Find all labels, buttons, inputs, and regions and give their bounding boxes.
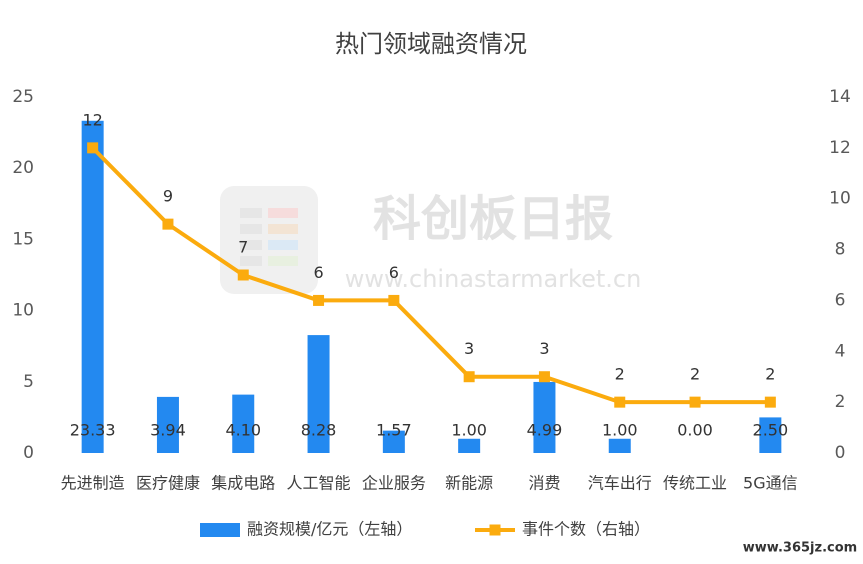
bar-value-label: 8.28	[301, 421, 337, 440]
y2-tick-label: 10	[829, 189, 851, 209]
y2-tick-label: 0	[835, 443, 846, 463]
watermark-url: www.chinastarmarket.cn	[345, 265, 642, 293]
bar-value-label: 2.50	[753, 421, 789, 440]
line-value-label: 2	[765, 365, 775, 384]
y-tick-label: 0	[23, 443, 34, 463]
line-marker	[689, 396, 701, 408]
bar	[307, 335, 330, 453]
chart-title: 热门领域融资情况	[335, 30, 527, 58]
watermark-text: 科创板日报	[373, 191, 613, 247]
line-value-label: 3	[539, 339, 549, 358]
bar	[156, 396, 179, 453]
x-tick-label: 人工智能	[287, 474, 351, 493]
line-marker	[463, 371, 475, 383]
bar-value-label: 4.99	[527, 421, 563, 440]
bar	[382, 430, 405, 453]
bar	[759, 417, 782, 453]
x-tick-label: 先进制造	[61, 474, 125, 493]
y2-tick-label: 6	[835, 290, 846, 310]
legend-label: 融资规模/亿元（左轴）	[247, 520, 412, 539]
bar-value-label: 4.10	[225, 421, 261, 440]
line-value-label: 6	[389, 263, 399, 282]
line-marker	[764, 396, 776, 408]
line-marker	[237, 269, 249, 281]
legend-swatch	[200, 523, 240, 537]
legend-label: 事件个数（右轴）	[522, 520, 650, 539]
bar-value-label: 1.57	[376, 421, 412, 440]
x-tick-label: 5G通信	[743, 474, 798, 493]
x-tick-label: 医疗健康	[136, 474, 200, 493]
line	[91, 146, 771, 405]
bar-value-label: 1.00	[602, 421, 638, 440]
x-tick-label: 传统工业	[663, 474, 727, 493]
x-tick-label: 消费	[528, 474, 560, 493]
line-value-label: 2	[690, 365, 700, 384]
bar-value-label: 1.00	[451, 421, 487, 440]
line-marker	[538, 371, 550, 383]
x-tick-label: 企业服务	[362, 474, 426, 493]
bar	[232, 394, 255, 453]
line-value-label: 9	[163, 187, 173, 206]
line-marker	[388, 294, 400, 306]
y2-tick-label: 4	[835, 341, 846, 361]
line-value-label: 6	[313, 263, 323, 282]
line-value-label: 2	[615, 365, 625, 384]
legend-swatch	[489, 524, 501, 536]
y2-tick-label: 2	[835, 392, 846, 412]
y-tick-label: 20	[12, 158, 34, 178]
y-tick-label: 15	[12, 229, 34, 249]
bar-value-label: 23.33	[70, 421, 116, 440]
bar-value-label: 0.00	[677, 421, 713, 440]
line-marker	[614, 396, 626, 408]
y-tick-label: 10	[12, 301, 34, 321]
line-marker	[162, 218, 174, 230]
line-marker	[87, 142, 99, 154]
y2-tick-label: 12	[829, 138, 851, 158]
watermark-site: www.365jz.com	[743, 541, 857, 556]
x-tick-label: 新能源	[445, 474, 493, 493]
line-marker	[313, 294, 325, 306]
y-tick-label: 5	[23, 372, 34, 392]
x-tick-label: 集成电路	[211, 474, 275, 493]
x-tick-label: 汽车出行	[588, 474, 652, 493]
y2-tick-label: 8	[835, 240, 846, 260]
bar	[533, 381, 556, 453]
line-value-label: 12	[82, 110, 102, 129]
bar	[81, 120, 104, 454]
line-value-label: 7	[238, 238, 248, 257]
watermark-logo	[220, 186, 318, 294]
bar	[608, 438, 631, 453]
line-value-label: 3	[464, 339, 474, 358]
y2-tick-label: 14	[829, 87, 851, 107]
bar-value-label: 3.94	[150, 421, 186, 440]
y-tick-label: 25	[12, 87, 34, 107]
bar	[458, 438, 481, 453]
